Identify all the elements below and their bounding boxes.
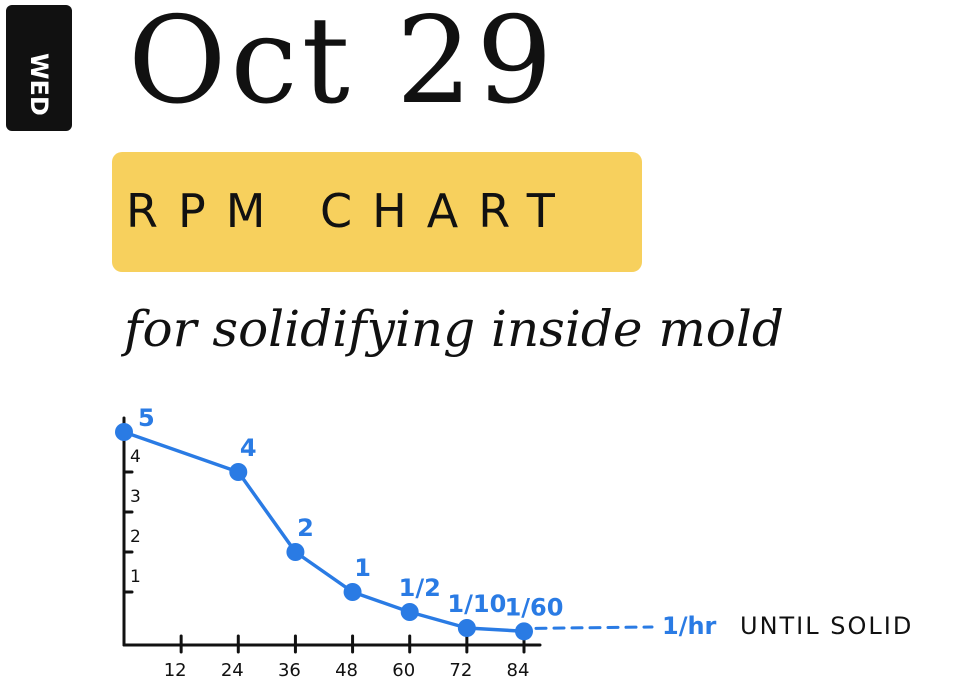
date-title: Oct 29	[128, 0, 557, 131]
point-label: 1/10	[447, 590, 506, 618]
x-tick-label: 12	[164, 660, 187, 681]
y-tick-label: 2	[130, 527, 141, 547]
y-tick-label: 3	[130, 487, 141, 507]
x-tick-label: 24	[221, 660, 244, 681]
y-tick-label: 1	[130, 567, 141, 587]
data-point	[115, 423, 133, 441]
chart-subtitle: for solidifying inside mold	[124, 300, 784, 358]
point-label: 2	[297, 514, 314, 542]
x-tick-label: 36	[278, 660, 301, 681]
data-point	[457, 619, 476, 637]
x-tick-label: 60	[392, 660, 415, 681]
data-point	[515, 622, 533, 641]
day-badge: WED	[6, 5, 72, 131]
point-label: 1/2	[399, 574, 441, 602]
continuation-dashed-line	[534, 625, 654, 630]
data-point	[400, 603, 419, 621]
point-label: 5	[138, 404, 155, 432]
data-point	[229, 463, 248, 481]
point-label: 1	[354, 554, 371, 582]
data-point	[286, 543, 305, 561]
continuation: 1/hr UNTIL SOLID	[534, 612, 913, 640]
title-highlight	[112, 152, 642, 272]
data-points	[115, 423, 533, 641]
axes	[122, 416, 542, 647]
x-tick-label: 48	[335, 660, 358, 681]
continuation-note: UNTIL SOLID	[740, 612, 913, 640]
x-tick-label: 84	[507, 660, 530, 681]
point-label: 1/60	[505, 593, 564, 621]
data-point	[343, 583, 362, 601]
continuation-rate-label: 1/hr	[662, 612, 717, 640]
point-label: 4	[240, 434, 257, 462]
x-tick-label: 72	[449, 660, 472, 681]
point-labels: 5 4 2 1 1/21/101/60	[138, 404, 563, 621]
y-tick-label: 4	[130, 447, 141, 467]
chart-title: RPM CHART	[126, 184, 575, 238]
